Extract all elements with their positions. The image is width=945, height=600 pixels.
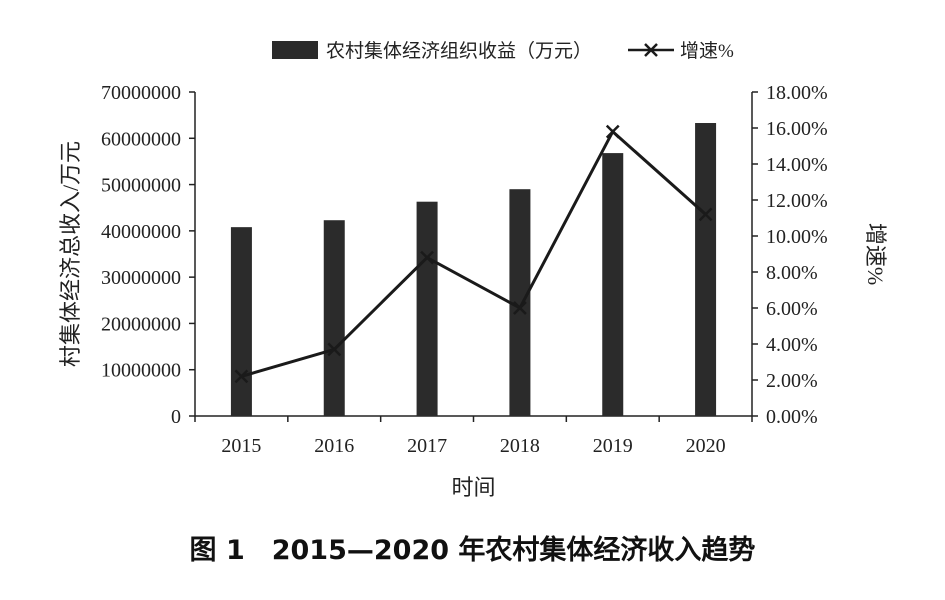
bar	[509, 189, 531, 416]
y-tick-label-right: 6.00%	[766, 298, 818, 320]
line-point	[513, 301, 527, 315]
bar	[230, 227, 252, 416]
y-tick-label-left: 20000000	[101, 313, 181, 335]
legend-marker-line	[644, 43, 658, 57]
line-point	[698, 207, 713, 222]
bar	[323, 220, 345, 416]
y-tick-label-right: 10.00%	[766, 226, 828, 248]
y-tick-label-right: 18.00%	[766, 82, 828, 104]
x-tick-label: 2020	[686, 435, 726, 457]
y-tick-label-left: 10000000	[101, 360, 181, 382]
line-point	[327, 342, 342, 357]
y-tick-label-left: 70000000	[101, 82, 181, 104]
y-tick-label-right: 16.00%	[766, 118, 828, 140]
y-tick-label-right: 14.00%	[766, 154, 828, 176]
y-tick-label-right: 4.00%	[766, 334, 818, 356]
y-tick-label-right: 8.00%	[766, 262, 818, 284]
y-tick-label-left: 0	[171, 406, 181, 428]
line-point	[420, 250, 434, 265]
x-tick-label: 2016	[314, 435, 354, 457]
legend-swatch-bar	[272, 41, 318, 59]
growth-line	[240, 129, 707, 378]
y-axis-title-left: 村集体经济总收入/万元	[58, 141, 83, 367]
y-tick-label-right: 0.00%	[766, 406, 818, 428]
figure-caption: 图 1 2015—2020 年农村集体经济收入趋势	[189, 535, 756, 566]
y-tick-label-left: 40000000	[101, 221, 181, 243]
bar	[695, 123, 717, 417]
bar	[602, 153, 624, 416]
y-tick-label-left: 60000000	[101, 128, 181, 150]
x-tick-label: 2015	[221, 435, 261, 457]
y-tick-label-right: 2.00%	[766, 370, 818, 392]
y-tick-label-right: 12.00%	[766, 190, 828, 212]
x-axis-title: 时间	[451, 475, 495, 500]
y-axis-title-right: 增速%	[863, 223, 888, 285]
bar	[416, 201, 438, 416]
line-point	[234, 369, 249, 384]
y-tick-label-left: 30000000	[101, 267, 181, 289]
x-tick-label: 2017	[407, 435, 447, 457]
legend-label-line: 增速%	[680, 40, 734, 62]
legend-label-bar: 农村集体经济组织收益（万元）	[326, 40, 592, 62]
x-tick-label: 2018	[500, 435, 540, 457]
y-tick-label-left: 50000000	[101, 175, 181, 197]
x-tick-label: 2019	[593, 435, 633, 457]
line-point	[605, 124, 620, 139]
